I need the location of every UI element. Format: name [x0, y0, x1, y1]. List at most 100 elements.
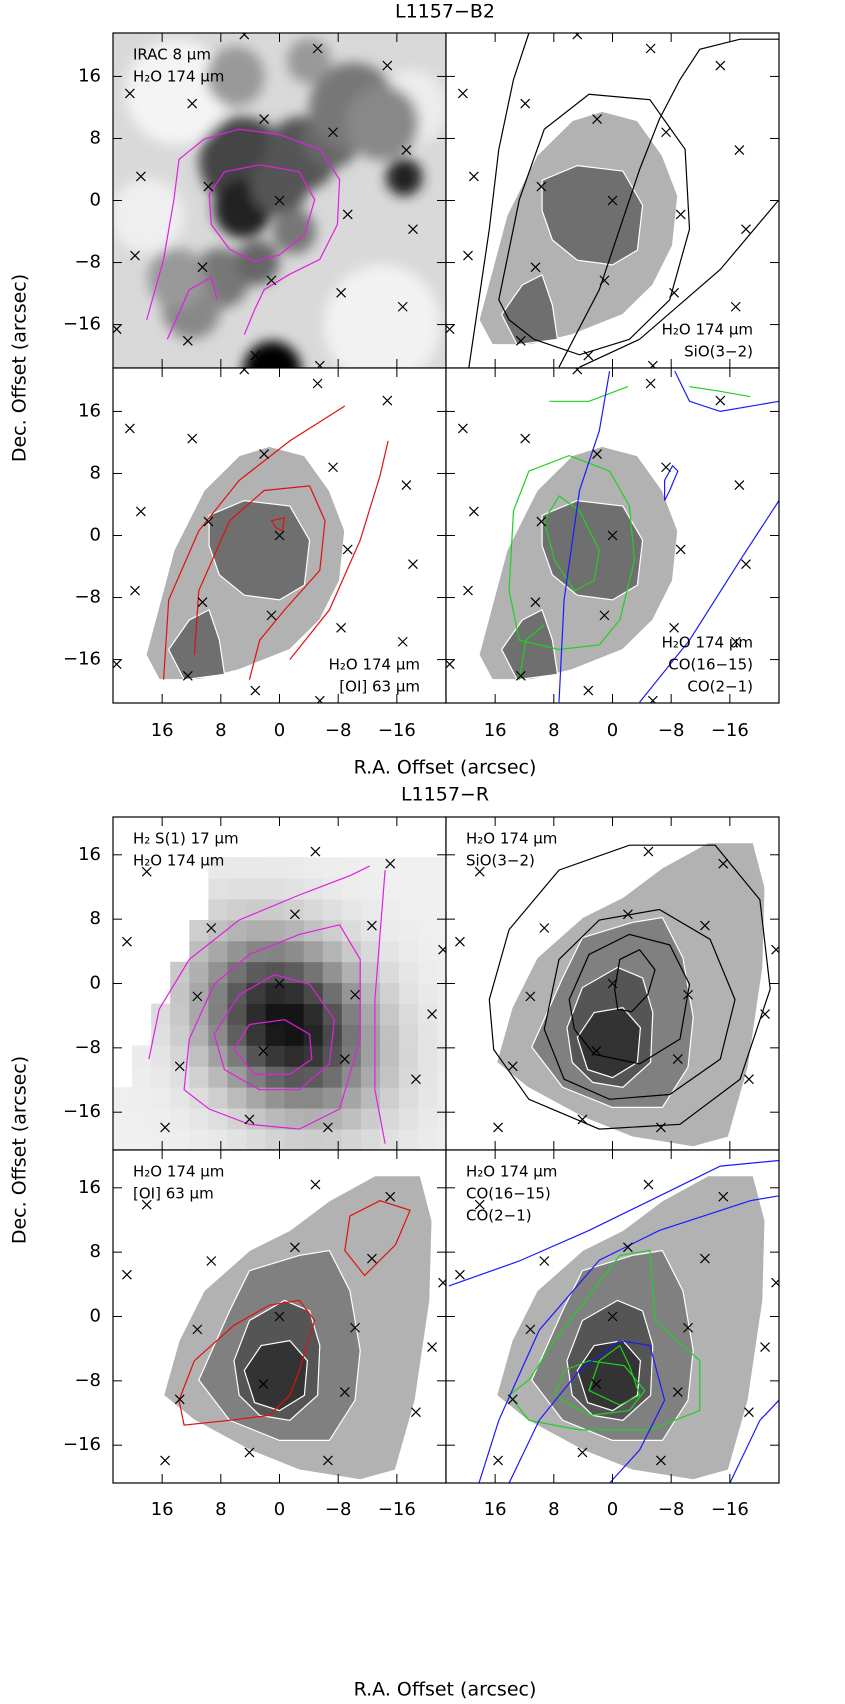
cross-marker	[366, 1253, 377, 1264]
cross-marker	[715, 395, 726, 406]
image-pixel	[437, 899, 446, 921]
image-pixel	[246, 1087, 266, 1109]
image-pixel	[227, 878, 247, 900]
image-pixel	[418, 1003, 438, 1025]
cross-marker	[669, 622, 680, 633]
image-pixel	[208, 857, 228, 879]
cross-marker	[647, 695, 658, 703]
contour-line	[674, 370, 779, 413]
image-pixel	[227, 899, 247, 921]
chart-title: L1157−B2	[395, 1, 495, 23]
cross-marker	[401, 145, 412, 156]
cross-marker	[669, 287, 680, 298]
y-tick-label: −16	[63, 1434, 101, 1455]
cross-marker	[113, 659, 122, 670]
contour-line	[344, 1200, 411, 1277]
cross-marker	[258, 1379, 269, 1389]
cross-marker	[382, 60, 393, 71]
image-blob	[243, 341, 302, 368]
y-axis-label: Dec. Offset (arcsec)	[9, 1056, 31, 1244]
image-pixel	[379, 1087, 400, 1109]
cross-marker	[385, 1191, 396, 1202]
cross-marker	[336, 287, 347, 298]
cross-marker	[760, 1342, 770, 1352]
y-tick-label: 16	[78, 1177, 101, 1198]
image-pixel	[399, 982, 419, 1004]
contour-line	[163, 405, 346, 680]
x-axis-label: R.A. Offset (arcsec)	[354, 757, 537, 779]
cross-marker	[741, 559, 751, 570]
cross-marker	[206, 923, 217, 933]
image-blob	[235, 240, 280, 286]
cross-marker	[536, 516, 547, 527]
cross-marker	[607, 530, 618, 541]
image-pixel	[246, 857, 266, 879]
cross-marker	[312, 43, 323, 54]
image-pixel	[170, 1087, 190, 1109]
image-pixel	[227, 1108, 247, 1130]
cross-marker	[643, 846, 654, 857]
cross-marker	[744, 1074, 754, 1085]
cross-marker	[244, 1114, 255, 1125]
image-pixel	[322, 857, 343, 879]
image-pixel	[303, 1024, 324, 1046]
cross-marker	[310, 1179, 321, 1190]
filled-contour	[208, 499, 311, 601]
cross-marker	[259, 449, 270, 460]
contour-line	[213, 974, 336, 1091]
image-pixel	[399, 878, 419, 900]
cross-marker	[342, 544, 353, 555]
cross-marker	[274, 530, 285, 541]
image-pixel	[379, 878, 400, 900]
cross-marker	[699, 1253, 710, 1264]
cross-marker	[350, 1322, 360, 1333]
image-pixel	[189, 919, 209, 942]
image-blob	[385, 158, 423, 196]
cross-marker	[328, 127, 338, 138]
image-pixel	[418, 1066, 438, 1088]
cross-marker	[599, 275, 610, 286]
x-tick-label: 0	[607, 720, 618, 741]
cross-marker	[463, 250, 473, 261]
cross-marker	[411, 1074, 421, 1085]
contour-line	[183, 924, 361, 1130]
cross-marker	[771, 944, 779, 955]
image-pixel	[379, 1129, 400, 1150]
cross-marker	[122, 1269, 132, 1280]
cross-marker	[643, 1179, 654, 1190]
image-pixel	[265, 1108, 286, 1130]
cross-marker	[577, 1114, 588, 1125]
panel-label: H₂O 174 μm	[133, 1163, 224, 1181]
image-pixel	[322, 878, 343, 900]
cross-marker	[322, 1122, 333, 1133]
contour-line	[488, 844, 771, 1130]
cross-marker	[661, 127, 671, 138]
panel-label: SiO(3−2)	[466, 852, 535, 870]
panel	[113, 368, 446, 703]
cross-marker	[250, 350, 261, 361]
image-pixel	[322, 1129, 343, 1150]
image-pixel	[208, 1129, 228, 1150]
contour-line	[558, 38, 779, 368]
cross-marker	[525, 1324, 536, 1335]
contour-line	[270, 516, 286, 532]
cross-marker	[312, 378, 323, 389]
image-irac	[113, 38, 446, 368]
image-pixel	[208, 1108, 228, 1130]
cross-marker	[672, 1054, 683, 1065]
image-pixel	[151, 1003, 171, 1025]
cross-marker	[182, 670, 193, 681]
image-pixel	[170, 1129, 190, 1150]
contour-line	[549, 386, 629, 402]
image-pixel	[227, 1045, 247, 1067]
x-tick-label: 8	[215, 1499, 226, 1520]
image-pixel	[360, 1045, 381, 1067]
image-pixel	[303, 982, 324, 1004]
cross-marker	[592, 114, 603, 125]
image-pixel	[246, 1024, 266, 1046]
image-pixel	[151, 1129, 171, 1150]
image-pixel	[246, 1003, 266, 1025]
image-pixel	[437, 1003, 446, 1025]
cross-marker	[203, 181, 214, 192]
cross-marker	[507, 1061, 518, 1072]
